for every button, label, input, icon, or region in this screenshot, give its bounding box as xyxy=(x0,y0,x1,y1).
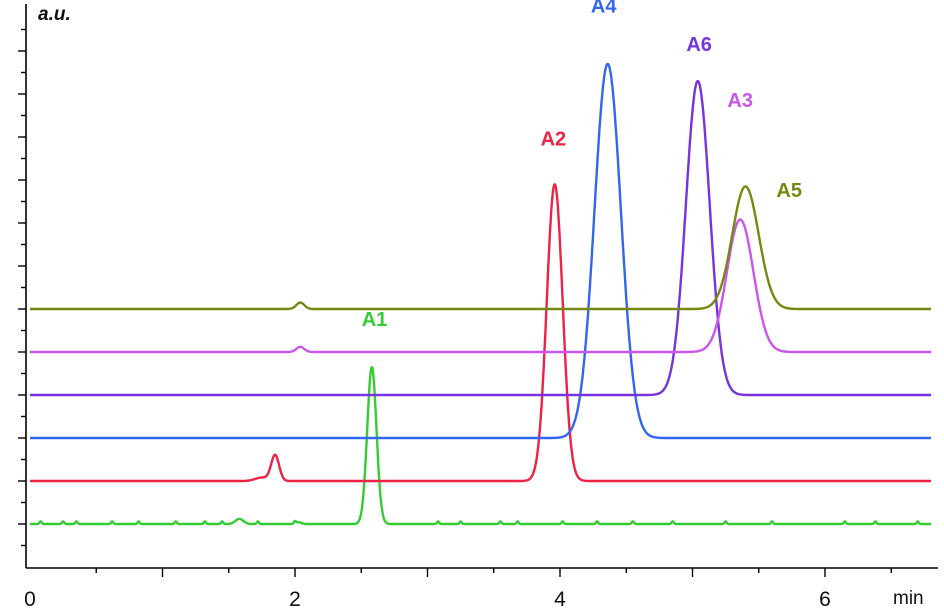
x-axis-label: min xyxy=(893,588,924,609)
trace-a6 xyxy=(29,79,932,397)
y-axis-label: a.u. xyxy=(38,4,71,25)
axes: 0 2 4 6 xyxy=(18,4,938,611)
peak-label-a4: A4 xyxy=(591,0,617,17)
trace-a2 xyxy=(29,183,932,483)
x-ticks: 0 2 4 6 xyxy=(24,568,892,611)
peak-labels: A1 A2 A4 A6 A3 A5 xyxy=(362,0,802,331)
peak-label-a5: A5 xyxy=(776,180,802,202)
trace-a3 xyxy=(29,218,932,354)
trace-a1 xyxy=(29,365,932,526)
y-ticks xyxy=(18,28,26,547)
x-tick-label: 4 xyxy=(554,588,566,611)
trace-a4 xyxy=(29,62,932,440)
x-tick-label: 6 xyxy=(819,588,831,611)
peak-label-a6: A6 xyxy=(686,34,712,56)
traces xyxy=(29,62,932,526)
peak-label-a3: A3 xyxy=(727,90,753,112)
x-tick-label: 0 xyxy=(24,588,36,611)
peak-label-a2: A2 xyxy=(541,129,567,151)
peak-label-a1: A1 xyxy=(362,309,388,331)
x-tick-label: 2 xyxy=(289,588,301,611)
trace-a5 xyxy=(29,185,932,311)
